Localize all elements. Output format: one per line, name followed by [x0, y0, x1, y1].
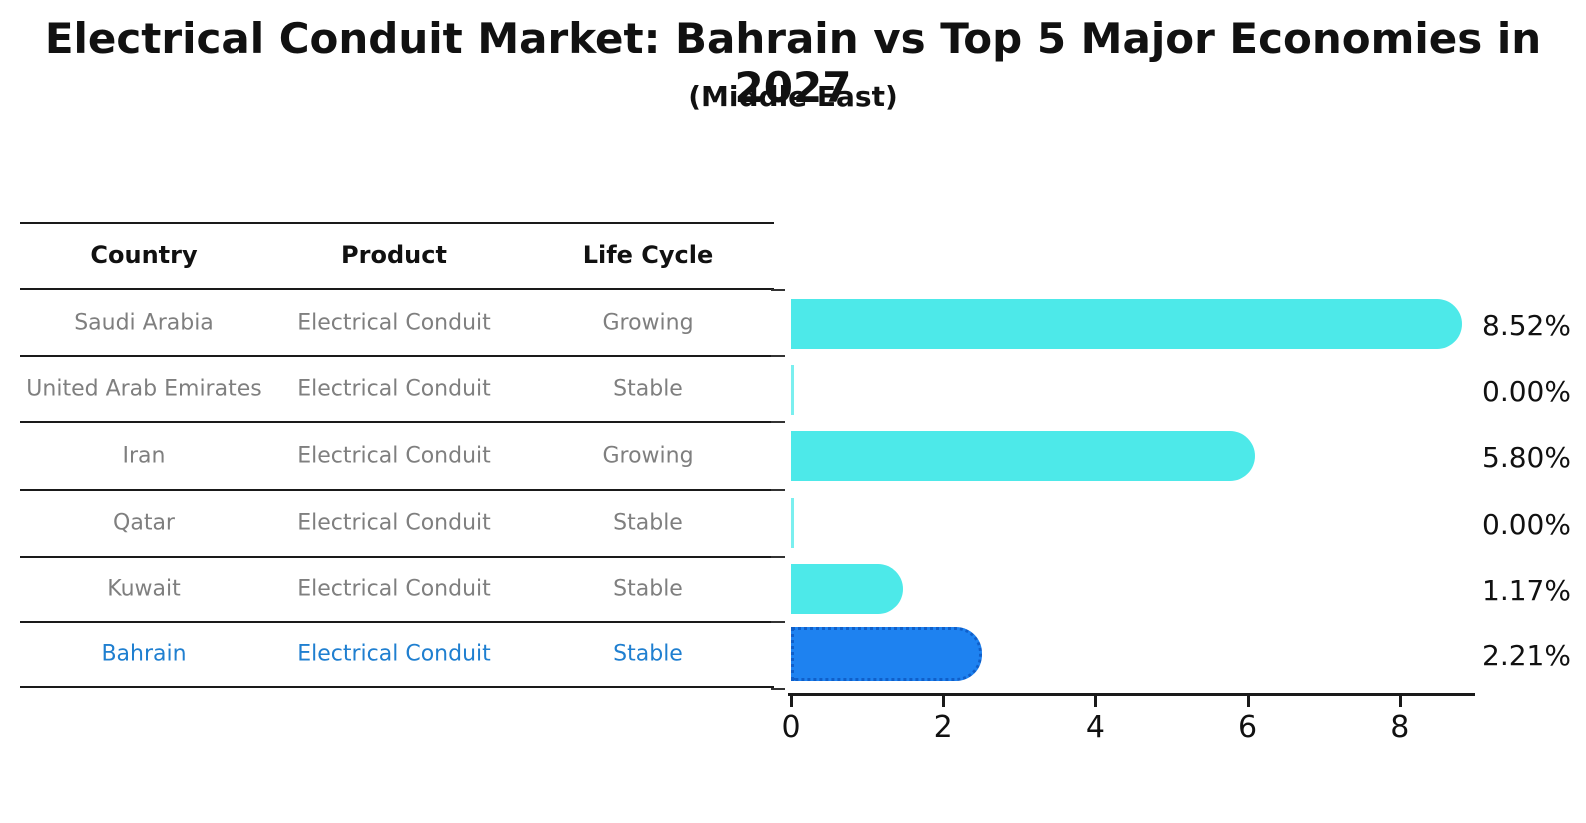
- product-label: Electrical Conduit: [297, 443, 491, 469]
- product-label: Electrical Conduit: [297, 376, 491, 402]
- y-axis-tick: [771, 489, 785, 491]
- product-label: Electrical Conduit: [297, 510, 491, 536]
- bar-value-label: 8.52%: [1482, 309, 1571, 342]
- y-axis-tick: [771, 355, 785, 357]
- y-axis-tick: [771, 421, 785, 423]
- table-row-separator: [20, 621, 774, 623]
- bar-iran: [791, 431, 1255, 481]
- x-axis-tick-label: 6: [1238, 710, 1258, 745]
- table-border-top: [20, 222, 774, 224]
- bar-value-label: 5.80%: [1482, 441, 1571, 474]
- table-row-separator: [20, 421, 774, 423]
- x-axis-tick: [942, 696, 946, 707]
- bar-value-label: 0.00%: [1482, 508, 1571, 541]
- table-row: Qatar Electrical Conduit Stable: [20, 490, 774, 556]
- table-row: Saudi Arabia Electrical Conduit Growing: [20, 290, 774, 356]
- table-row-highlighted: Bahrain Electrical Conduit Stable: [20, 621, 774, 687]
- chart-title: Electrical Conduit Market: Bahrain vs To…: [44, 14, 1542, 112]
- country-label: Qatar: [113, 510, 175, 536]
- bar-kuwait: [791, 564, 903, 614]
- life-cycle-label: Stable: [613, 576, 683, 602]
- y-axis-tick: [771, 556, 785, 558]
- country-label: Bahrain: [101, 641, 187, 667]
- bar-value-label: 0.00%: [1482, 375, 1571, 408]
- life-cycle-label: Stable: [613, 641, 683, 667]
- table-row-separator: [20, 489, 774, 491]
- life-cycle-label: Stable: [613, 510, 683, 536]
- x-axis-tick-label: 0: [781, 710, 801, 745]
- table-header-separator: [20, 288, 774, 290]
- table-header-row: Country Product Life Cycle: [20, 222, 774, 288]
- bar-qatar: [791, 498, 794, 548]
- table-row-separator: [20, 556, 774, 558]
- country-label: United Arab Emirates: [26, 376, 262, 402]
- x-axis-tick: [790, 696, 793, 707]
- country-label: Saudi Arabia: [74, 310, 214, 336]
- x-axis-tick-label: 8: [1390, 710, 1410, 745]
- product-label: Electrical Conduit: [297, 641, 491, 667]
- table-row-separator: [20, 355, 774, 357]
- y-axis-tick: [771, 621, 785, 623]
- life-cycle-label: Stable: [613, 376, 683, 402]
- life-cycle-label: Growing: [602, 443, 694, 469]
- table-row: United Arab Emirates Electrical Conduit …: [20, 356, 774, 422]
- x-axis-tick: [1094, 696, 1098, 707]
- bar-value-label: 1.17%: [1482, 574, 1571, 607]
- column-header-country: Country: [90, 241, 198, 269]
- column-header-life-cycle: Life Cycle: [582, 241, 714, 269]
- country-label: Kuwait: [107, 576, 181, 602]
- product-label: Electrical Conduit: [297, 576, 491, 602]
- x-axis-tick: [1398, 696, 1402, 707]
- x-axis-line: [788, 693, 1475, 696]
- bar-value-label: 2.21%: [1482, 639, 1571, 672]
- column-header-product: Product: [341, 241, 447, 269]
- bar-united-arab-emirates: [791, 365, 794, 415]
- x-axis-tick-label: 4: [1085, 710, 1105, 745]
- product-label: Electrical Conduit: [297, 310, 491, 336]
- bar-bahrain: [791, 627, 982, 681]
- chart-subtitle: (Middle East): [688, 80, 898, 113]
- x-axis-tick-label: 2: [933, 710, 953, 745]
- table-border-bottom: [20, 686, 774, 688]
- y-axis-tick: [771, 289, 785, 291]
- life-cycle-label: Growing: [602, 310, 694, 336]
- country-label: Iran: [122, 443, 166, 469]
- table-row: Iran Electrical Conduit Growing: [20, 423, 774, 489]
- bar-saudi-arabia: [791, 299, 1462, 349]
- y-axis-tick: [771, 688, 785, 690]
- table-row: Kuwait Electrical Conduit Stable: [20, 556, 774, 622]
- x-axis-tick: [1246, 696, 1250, 707]
